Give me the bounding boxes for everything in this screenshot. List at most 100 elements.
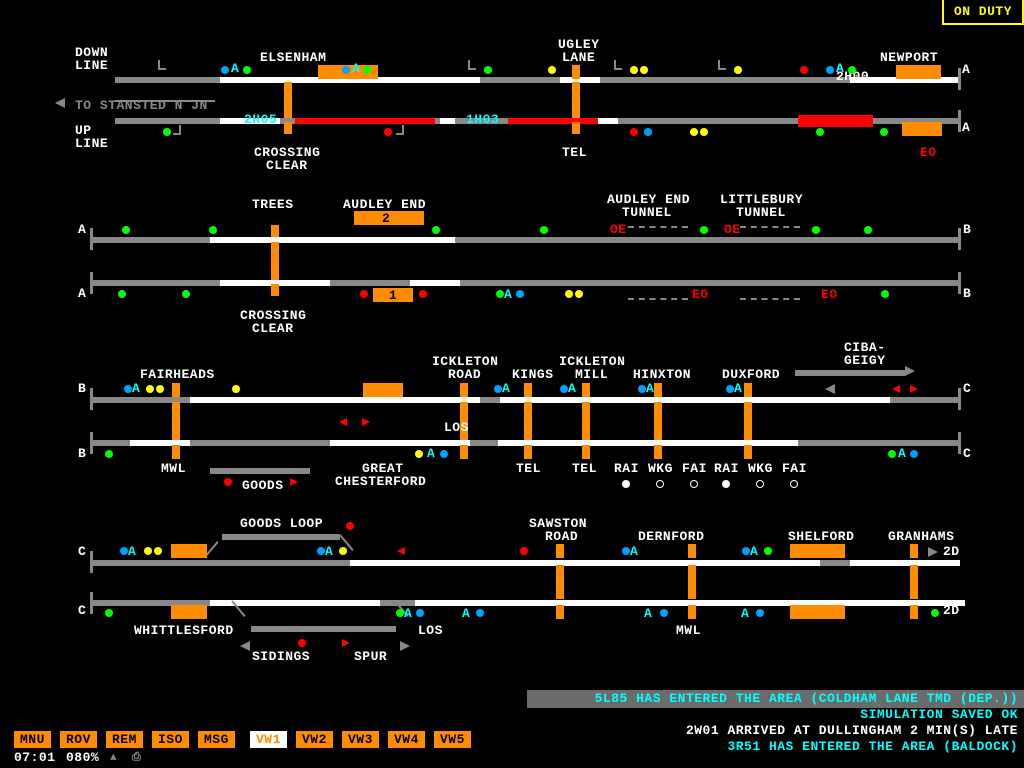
signal bbox=[396, 609, 404, 617]
indic bbox=[756, 480, 764, 488]
tunnel-dash bbox=[740, 226, 800, 228]
vw5-button[interactable]: VW5 bbox=[434, 731, 471, 748]
signal bbox=[122, 226, 130, 234]
arrow bbox=[400, 641, 410, 651]
signal-post[interactable] bbox=[173, 125, 181, 135]
signal bbox=[154, 547, 162, 555]
signal-green bbox=[880, 128, 888, 136]
station bbox=[896, 65, 941, 79]
edge-c2: C bbox=[78, 603, 86, 618]
sig-a: A bbox=[325, 544, 333, 559]
signal bbox=[756, 609, 764, 617]
signal bbox=[700, 226, 708, 234]
signal-red bbox=[384, 128, 392, 136]
sidings-spur bbox=[251, 626, 396, 632]
label-ick-mill2: MILL bbox=[575, 367, 608, 382]
vw3-button[interactable]: VW3 bbox=[342, 731, 379, 748]
track-seg bbox=[350, 560, 820, 566]
signal-green bbox=[816, 128, 824, 136]
signal-blue bbox=[644, 128, 652, 136]
label-duxford: DUXFORD bbox=[722, 367, 780, 382]
station-sm bbox=[556, 605, 564, 619]
mnu-button[interactable]: MNU bbox=[14, 731, 51, 748]
track-end bbox=[958, 68, 961, 90]
signal bbox=[105, 609, 113, 617]
label-clear2: CLEAR bbox=[252, 321, 294, 336]
track-seg bbox=[560, 77, 600, 83]
msg-button[interactable]: MSG bbox=[198, 731, 235, 748]
station-sm bbox=[572, 122, 580, 134]
station bbox=[790, 544, 845, 558]
signal bbox=[156, 385, 164, 393]
track-seg bbox=[210, 237, 455, 243]
oe: OE bbox=[724, 222, 741, 237]
signal-yellow bbox=[640, 66, 648, 74]
station-sm bbox=[744, 402, 752, 440]
label-great2: CHESTERFORD bbox=[335, 474, 426, 489]
footer-icon: ▲ bbox=[110, 752, 117, 764]
station bbox=[171, 544, 207, 558]
signal-yellow bbox=[690, 128, 698, 136]
signal bbox=[575, 290, 583, 298]
sig-a: A bbox=[231, 61, 239, 76]
arrow bbox=[240, 641, 250, 651]
sig-a: A bbox=[734, 381, 742, 396]
plat-1: 1 bbox=[389, 288, 397, 303]
signal-post[interactable] bbox=[718, 60, 726, 70]
signal-blue bbox=[221, 66, 229, 74]
label-whittlesford: WHITTLESFORD bbox=[134, 623, 234, 638]
station-sm bbox=[460, 383, 468, 397]
station-sm bbox=[582, 383, 590, 397]
signal bbox=[764, 547, 772, 555]
oe: OE bbox=[610, 222, 627, 237]
signal-yellow bbox=[734, 66, 742, 74]
signal-green bbox=[848, 66, 856, 74]
train-1h03[interactable]: 1H03 bbox=[466, 112, 499, 127]
label-mwl2: MWL bbox=[676, 623, 701, 638]
signal bbox=[124, 385, 132, 393]
arrow-stansted bbox=[55, 98, 65, 108]
sig-a: A bbox=[750, 544, 758, 559]
train-2h05[interactable]: 2H05 bbox=[244, 112, 277, 127]
signal bbox=[638, 385, 646, 393]
signal-yellow bbox=[548, 66, 556, 74]
rov-button[interactable]: ROV bbox=[60, 731, 97, 748]
signal bbox=[540, 226, 548, 234]
station-sm bbox=[744, 445, 752, 459]
goods-loop bbox=[222, 534, 340, 540]
indic bbox=[622, 480, 630, 488]
indic bbox=[790, 480, 798, 488]
arrow bbox=[905, 366, 915, 376]
vw1-button[interactable]: VW1 bbox=[250, 731, 287, 748]
track-red bbox=[295, 118, 435, 124]
signal-post[interactable] bbox=[614, 60, 622, 70]
signal bbox=[146, 385, 154, 393]
plat-2: 2 bbox=[382, 211, 390, 226]
signal-post[interactable] bbox=[396, 125, 404, 135]
signal bbox=[565, 290, 573, 298]
edge-b: B bbox=[78, 381, 86, 396]
rem-button[interactable]: REM bbox=[106, 731, 143, 748]
track-seg bbox=[500, 397, 890, 403]
label-littlebury2: TUNNEL bbox=[736, 205, 786, 220]
shunt bbox=[397, 547, 405, 555]
track-seg bbox=[330, 440, 470, 446]
track-seg bbox=[498, 440, 798, 446]
station-sm bbox=[284, 122, 292, 134]
track-seg bbox=[410, 280, 460, 286]
track-end bbox=[958, 228, 961, 250]
station bbox=[171, 605, 207, 619]
track-end bbox=[90, 272, 93, 294]
station-sm bbox=[910, 544, 918, 558]
signal-post[interactable] bbox=[158, 60, 166, 70]
signal bbox=[360, 290, 368, 298]
vw4-button[interactable]: VW4 bbox=[388, 731, 425, 748]
sig-a: A bbox=[568, 381, 576, 396]
shunt bbox=[342, 639, 350, 647]
signal bbox=[118, 290, 126, 298]
signal-post[interactable] bbox=[468, 60, 476, 70]
clock: 07:01 bbox=[14, 750, 56, 765]
iso-button[interactable]: ISO bbox=[152, 731, 189, 748]
vw2-button[interactable]: VW2 bbox=[296, 731, 333, 748]
shunt bbox=[910, 385, 918, 393]
